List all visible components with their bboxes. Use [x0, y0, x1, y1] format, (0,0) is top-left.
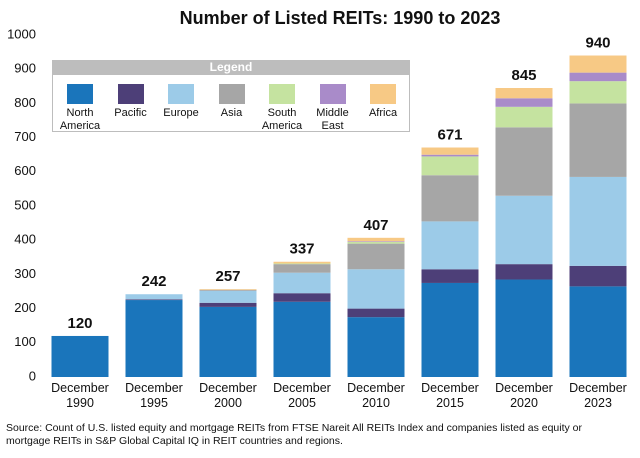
bar-segment [273, 261, 331, 264]
x-tick-label: December 2010 [347, 381, 405, 410]
legend-swatch [370, 84, 396, 104]
legend-swatch [67, 84, 93, 104]
x-tick-label: December 2015 [421, 381, 479, 410]
total-label: 407 [363, 217, 388, 234]
legend-label: Africa [368, 107, 398, 119]
bar-segment [199, 289, 257, 290]
bar-segment [421, 147, 479, 155]
legend-label: Europe [163, 107, 199, 119]
bar-segment [347, 243, 405, 270]
bar-segment [125, 299, 183, 301]
legend-swatch [218, 84, 245, 104]
y-tick-label: 900 [14, 61, 36, 76]
bar-segment [569, 286, 627, 377]
x-tick-label: December 2005 [273, 381, 331, 410]
bar-segment [569, 103, 627, 177]
x-tick-label: December 2000 [199, 381, 257, 410]
x-tick-label: December 1990 [51, 381, 109, 410]
legend-label: Asia [220, 107, 243, 119]
y-tick-label: 800 [14, 95, 36, 110]
bar-segment [273, 301, 331, 377]
bar-segment [569, 55, 627, 73]
total-label: 671 [437, 126, 462, 143]
y-tick-label: 600 [14, 163, 36, 178]
bar-segment [569, 81, 627, 104]
bar-segment [273, 264, 331, 273]
legend-label: Middle East [316, 107, 349, 132]
bar-segment [421, 156, 479, 176]
bar-segment [569, 176, 627, 266]
total-label: 242 [141, 273, 166, 290]
bar-segment [495, 264, 553, 280]
bar-segment [495, 88, 553, 99]
y-tick-label: 100 [14, 334, 36, 349]
legend-label: Pacific [114, 107, 147, 119]
bar-segment [421, 175, 479, 222]
legend-swatch [168, 84, 194, 104]
y-tick-label: 300 [14, 266, 36, 281]
bar-segment [495, 106, 553, 128]
total-label: 940 [585, 34, 610, 51]
legend-label: South America [261, 107, 303, 132]
bar-segment [347, 237, 405, 242]
x-tick-label: December 1995 [125, 381, 183, 410]
bar-segment [421, 221, 479, 270]
bar-segment [495, 127, 553, 196]
legend-title: Legend [52, 60, 410, 75]
bar-segment [421, 154, 479, 157]
bar-segment [569, 72, 627, 82]
bar-segment [347, 241, 405, 244]
source-note: Source: Count of U.S. listed equity and … [6, 422, 583, 447]
y-tick-label: 200 [14, 300, 36, 315]
bar-segment [199, 289, 257, 291]
bar-segment [273, 293, 331, 302]
bar-segment [569, 265, 627, 287]
bar-segment [347, 269, 405, 309]
bar-segment [495, 279, 553, 377]
bar-segment [273, 272, 331, 294]
bar-segment [125, 300, 183, 377]
bar-segment [199, 302, 257, 307]
bar-segment [199, 290, 257, 303]
chart-title: Number of Listed REITs: 1990 to 2023 [180, 8, 501, 28]
y-tick-label: 400 [14, 232, 36, 247]
total-label: 337 [289, 241, 314, 258]
bar-segment [421, 282, 479, 377]
y-tick-label: 0 [29, 368, 36, 383]
y-tick-label: 1000 [7, 26, 36, 41]
total-label: 845 [511, 67, 536, 84]
bar-segment [495, 98, 553, 107]
bar-segment [51, 335, 109, 377]
bar-segment [199, 306, 257, 377]
legend-swatch [319, 84, 346, 104]
bar-segment [421, 269, 479, 283]
bar-segment [347, 317, 405, 377]
total-label: 257 [215, 268, 240, 285]
total-label: 120 [67, 315, 92, 332]
bar-segment [125, 294, 183, 300]
legend-swatch [117, 84, 144, 104]
x-tick-label: December 2020 [495, 381, 553, 410]
bar-segment [495, 195, 553, 265]
bar-segment [347, 308, 405, 318]
x-tick-label: December 2023 [569, 381, 627, 410]
legend-swatch [269, 84, 295, 104]
legend-label: North America [59, 107, 101, 132]
bar-segment [347, 241, 405, 242]
y-tick-label: 700 [14, 129, 36, 144]
y-tick-label: 500 [14, 197, 36, 212]
bar-segment [273, 263, 331, 265]
